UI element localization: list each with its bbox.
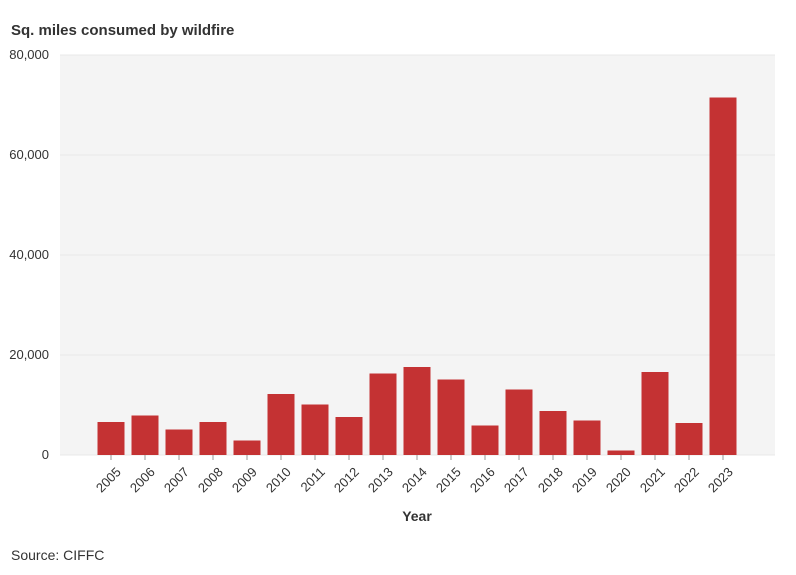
- bar-2009: [233, 440, 261, 455]
- bar-2011: [301, 404, 329, 455]
- y-tick-label: 80,000: [9, 47, 49, 62]
- bar-2016: [471, 425, 499, 455]
- chart-title: Sq. miles consumed by wildfire: [11, 22, 235, 39]
- bar-2014: [403, 367, 431, 455]
- bar-2015: [437, 379, 465, 455]
- x-tick-label: 2023: [705, 464, 736, 495]
- bar-2008: [199, 422, 227, 455]
- x-axis-title: Year: [402, 508, 432, 524]
- y-tick-label: 0: [42, 447, 49, 462]
- x-tick-label: 2005: [93, 464, 124, 495]
- bar-2018: [539, 411, 567, 455]
- y-tick-label: 20,000: [9, 347, 49, 362]
- y-tick-label: 40,000: [9, 247, 49, 262]
- bar-2010: [267, 394, 295, 455]
- x-tick-label: 2018: [535, 464, 566, 495]
- x-tick-label: 2021: [637, 464, 668, 495]
- bar-2013: [369, 373, 397, 455]
- x-tick-label: 2009: [229, 464, 260, 495]
- x-tick-label: 2017: [501, 464, 532, 495]
- y-tick-label: 60,000: [9, 147, 49, 162]
- x-tick-label: 2007: [161, 464, 192, 495]
- bar-2005: [97, 422, 125, 455]
- x-tick-label: 2012: [331, 464, 362, 495]
- x-tick-label: 2014: [399, 464, 430, 495]
- x-tick-label: 2020: [603, 464, 634, 495]
- bar-2023: [709, 97, 737, 455]
- bar-2021: [641, 372, 669, 455]
- x-tick-label: 2019: [569, 464, 600, 495]
- bar-2007: [165, 429, 193, 455]
- x-tick-label: 2022: [671, 464, 702, 495]
- x-tick-label: 2016: [467, 464, 498, 495]
- bar-2019: [573, 420, 601, 455]
- bar-2012: [335, 417, 363, 455]
- bar-2006: [131, 415, 159, 455]
- bars: [97, 97, 737, 455]
- x-tick-label: 2008: [195, 464, 226, 495]
- bar-2022: [675, 423, 703, 455]
- x-tick-label: 2011: [298, 464, 328, 494]
- x-tick-label: 2015: [433, 464, 464, 495]
- x-tick-label: 2010: [263, 464, 294, 495]
- source-note: Source: CIFFC: [11, 547, 105, 563]
- x-tick-label: 2013: [365, 464, 396, 495]
- bar-2020: [607, 450, 635, 455]
- x-axis-ticks: 2005 2006 2007 2008 2009 2010 2011 2012 2013 2014…: [93, 455, 736, 495]
- x-tick-label: 2006: [127, 464, 158, 495]
- y-axis-ticks: 0 20,000 40,000 60,000 80,000: [9, 47, 49, 462]
- bar-2017: [505, 389, 533, 455]
